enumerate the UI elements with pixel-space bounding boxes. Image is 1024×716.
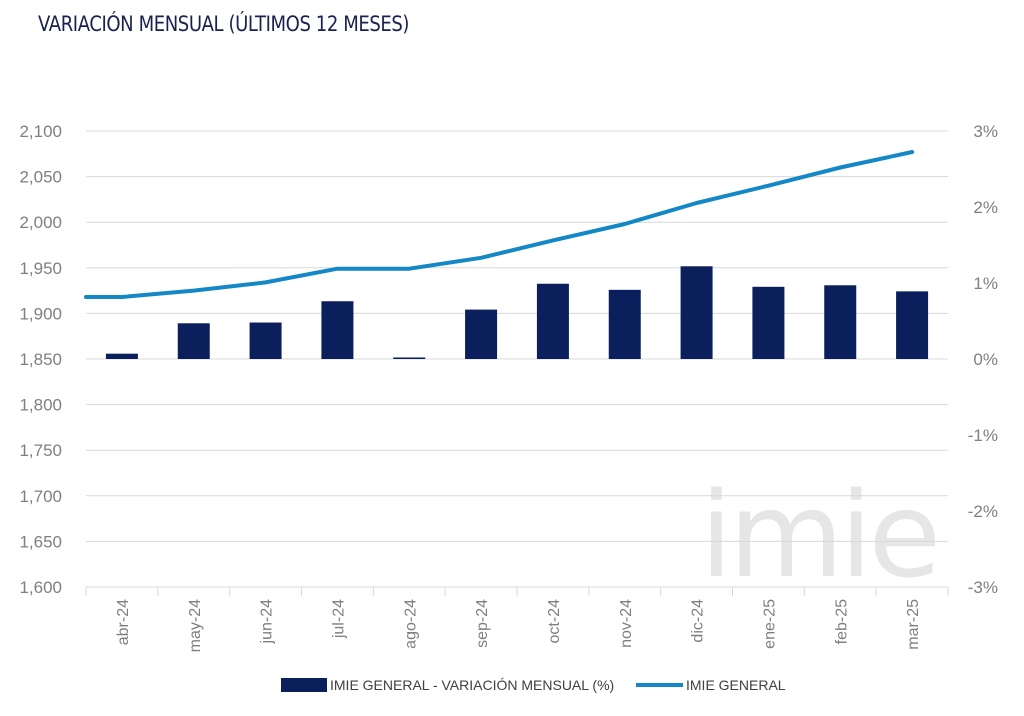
legend-line-label: IMIE GENERAL bbox=[686, 677, 786, 693]
left-axis-tick-label: 1,950 bbox=[19, 259, 62, 278]
line-imie-general bbox=[84, 150, 915, 299]
left-axis-tick-label: 2,100 bbox=[19, 122, 62, 141]
bar-ago-24 bbox=[393, 357, 426, 359]
x-tick-label: oct-24 bbox=[546, 599, 563, 644]
bar-abr-24 bbox=[105, 353, 138, 359]
bar-may-24 bbox=[177, 323, 210, 359]
x-tick-label: jun-24 bbox=[259, 599, 276, 645]
right-axis-tick-label: 1% bbox=[973, 274, 998, 293]
bar-dic-24 bbox=[680, 266, 713, 359]
x-tick-label: nov-24 bbox=[618, 599, 635, 648]
x-tick-label: jul-24 bbox=[330, 599, 347, 639]
bar-feb-25 bbox=[824, 285, 857, 359]
right-axis-tick-label: -2% bbox=[968, 502, 998, 521]
bar-mar-25 bbox=[896, 291, 929, 359]
left-axis-tick-label: 1,800 bbox=[19, 396, 62, 415]
imie-watermark: imie bbox=[700, 466, 937, 604]
x-tick-label: feb-25 bbox=[833, 599, 850, 644]
bar-sep-24 bbox=[465, 309, 498, 359]
bar-oct-24 bbox=[536, 283, 569, 359]
left-axis-tick-label: 1,750 bbox=[19, 441, 62, 460]
legend: IMIE GENERAL - VARIACIÓN MENSUAL (%) IMI… bbox=[281, 677, 786, 693]
legend-bar-label: IMIE GENERAL - VARIACIÓN MENSUAL (%) bbox=[330, 677, 614, 693]
x-tick-label: ago-24 bbox=[402, 599, 419, 649]
bar-series bbox=[105, 266, 929, 359]
x-tick-label: may-24 bbox=[187, 599, 204, 652]
bar-nov-24 bbox=[608, 289, 641, 359]
bar-ene-25 bbox=[752, 286, 785, 359]
right-axis-tick-label: 0% bbox=[973, 350, 998, 369]
left-axis-tick-label: 1,850 bbox=[19, 350, 62, 369]
left-axis-tick-label: 2,000 bbox=[19, 213, 62, 232]
x-tick-label: dic-24 bbox=[690, 599, 707, 643]
bar-jun-24 bbox=[249, 322, 282, 359]
legend-bar-swatch bbox=[281, 678, 327, 692]
right-axis-tick-label: 3% bbox=[973, 122, 998, 141]
right-axis-tick-label: -3% bbox=[968, 578, 998, 597]
line-series bbox=[84, 150, 915, 299]
x-tick-label: mar-25 bbox=[905, 599, 922, 650]
chart-title: VARIACIÓN MENSUAL (ÚLTIMOS 12 MESES) bbox=[38, 12, 410, 36]
left-axis-tick-label: 1,900 bbox=[19, 304, 62, 323]
left-axis-tick-label: 2,050 bbox=[19, 168, 62, 187]
bar-jul-24 bbox=[321, 301, 354, 359]
x-tick-label: sep-24 bbox=[474, 599, 491, 648]
x-tick-label: ene-25 bbox=[761, 599, 778, 649]
left-axis-tick-label: 1,650 bbox=[19, 532, 62, 551]
x-tick-label: abr-24 bbox=[115, 599, 132, 645]
x-axis: abr-24 may-24 jun-24 jul-24 ago-24 sep-24 oct-… bbox=[85, 586, 949, 652]
right-axis-tick-label: -1% bbox=[968, 426, 998, 445]
left-axis-ticks: 1,600 1,650 1,700 1,750 1,800 1,850 1,900 1,950… bbox=[19, 122, 62, 597]
right-axis-tick-label: 2% bbox=[973, 198, 998, 217]
left-axis-tick-label: 1,700 bbox=[19, 487, 62, 506]
left-axis-tick-label: 1,600 bbox=[19, 578, 62, 597]
right-axis-ticks: -3% -2% -1% 0% 1% 2% 3% bbox=[968, 122, 998, 597]
